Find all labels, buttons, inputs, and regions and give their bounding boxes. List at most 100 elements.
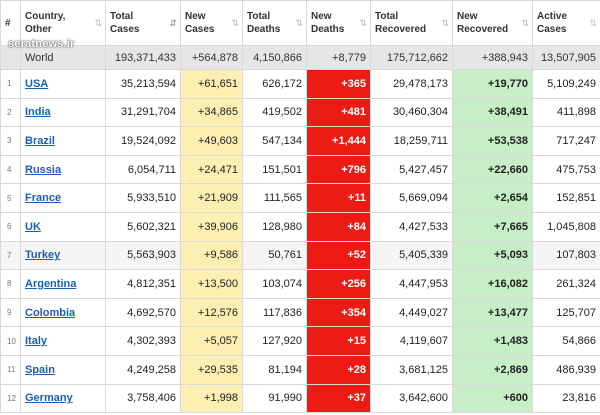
total-recovered-cell: 4,449,027 bbox=[370, 297, 453, 328]
column-header-total-deaths[interactable]: Total Deaths ⇅ bbox=[242, 0, 307, 46]
country-link[interactable]: Turkey bbox=[25, 249, 61, 262]
country-link[interactable]: Colombia bbox=[25, 306, 76, 319]
new-deaths-cell: +796 bbox=[306, 154, 371, 185]
new-deaths-cell: +1,444 bbox=[306, 126, 371, 156]
total-recovered-cell: 5,669,094 bbox=[370, 183, 453, 213]
new-recovered-cell: +38,491 bbox=[452, 97, 533, 128]
column-header-new-recovered[interactable]: New Recovered ⇅ bbox=[452, 0, 533, 46]
new-cases-cell: +34,865 bbox=[180, 97, 243, 128]
row-index-cell: 3 bbox=[0, 126, 21, 156]
world-label: World bbox=[20, 45, 106, 70]
new-deaths-cell: +354 bbox=[306, 297, 371, 328]
country-link[interactable]: USA bbox=[25, 77, 49, 90]
total-cases-cell: 4,302,393 bbox=[105, 326, 181, 356]
new-recovered-cell: +53,538 bbox=[452, 126, 533, 156]
column-header-label: New Deaths bbox=[311, 11, 345, 35]
new-recovered-cell: +7,665 bbox=[452, 211, 533, 242]
new-cases-cell: +5,057 bbox=[180, 326, 243, 356]
country-cell: Russia bbox=[20, 154, 106, 185]
column-header-total-recovered[interactable]: Total Recovered ⇅ bbox=[370, 0, 453, 46]
active-cases-cell: 475,753 bbox=[532, 154, 600, 185]
column-header-new-deaths[interactable]: New Deaths ⇅ bbox=[306, 0, 371, 46]
total-recovered-cell: 18,259,711 bbox=[370, 126, 453, 156]
total-cases-cell: 19,524,092 bbox=[105, 126, 181, 156]
row-index-cell: 7 bbox=[0, 240, 21, 271]
country-cell: Italy bbox=[20, 326, 106, 356]
active-cases-cell: 411,898 bbox=[532, 97, 600, 128]
total-deaths-cell: 419,502 bbox=[242, 97, 307, 128]
country-link[interactable]: Italy bbox=[25, 335, 48, 348]
total-cases-cell: 3,758,406 bbox=[105, 383, 181, 414]
new-deaths-cell: +365 bbox=[306, 69, 371, 99]
new-cases-cell: +39,906 bbox=[180, 211, 243, 242]
total-deaths-cell: 128,980 bbox=[242, 211, 307, 242]
active-cases-cell: 125,707 bbox=[532, 297, 600, 328]
country-cell: UK bbox=[20, 211, 106, 242]
sort-arrows-icon[interactable]: ⇅ bbox=[589, 18, 597, 28]
active-cases-cell: 5,109,249 bbox=[532, 69, 600, 99]
total-cases-cell: 5,563,903 bbox=[105, 240, 181, 271]
table-row: 4 Russia 6,054,711 +24,471 151,501 +796 5,427,… bbox=[0, 154, 600, 185]
country-link[interactable]: Spain bbox=[25, 363, 55, 376]
new-cases-cell: +13,500 bbox=[180, 269, 243, 299]
country-link[interactable]: India bbox=[25, 106, 51, 119]
total-cases-cell: 6,054,711 bbox=[105, 154, 181, 185]
country-link[interactable]: Russia bbox=[25, 163, 62, 176]
new-deaths-cell: +28 bbox=[306, 354, 371, 385]
world-total-deaths-cell: 4,150,866 bbox=[242, 45, 307, 70]
row-index-cell: 1 bbox=[0, 69, 21, 99]
country-link[interactable]: Brazil bbox=[25, 134, 55, 147]
new-deaths-cell: +37 bbox=[306, 383, 371, 414]
column-header-active-cases[interactable]: Active Cases ⇅ bbox=[532, 0, 600, 46]
row-index-cell: 5 bbox=[0, 183, 21, 213]
total-cases-cell: 4,692,570 bbox=[105, 297, 181, 328]
sort-arrows-icon[interactable]: ⇅ bbox=[359, 18, 367, 28]
country-link[interactable]: Argentina bbox=[25, 277, 77, 290]
table-row: 1 USA 35,213,594 +61,651 626,172 +365 29,478,1… bbox=[0, 69, 600, 99]
total-recovered-cell: 4,427,533 bbox=[370, 211, 453, 242]
country-link[interactable]: UK bbox=[25, 220, 41, 233]
column-header-label: New Recovered bbox=[457, 11, 509, 35]
column-header-country[interactable]: Country, Other ⇅ bbox=[20, 0, 106, 46]
country-cell: India bbox=[20, 97, 106, 128]
sort-arrows-icon[interactable]: ⇅ bbox=[295, 18, 303, 28]
sort-arrows-icon[interactable]: ⇅ bbox=[231, 18, 239, 28]
column-header-new-cases[interactable]: New Cases ⇅ bbox=[180, 0, 243, 46]
active-cases-cell: 107,803 bbox=[532, 240, 600, 271]
column-header-total-cases[interactable]: Total Cases ⇵ bbox=[105, 0, 181, 46]
sort-arrows-icon[interactable]: ⇵ bbox=[169, 18, 177, 28]
total-deaths-cell: 127,920 bbox=[242, 326, 307, 356]
sort-arrows-icon[interactable]: ⇅ bbox=[441, 18, 449, 28]
column-header-label: # bbox=[5, 17, 11, 29]
total-deaths-cell: 91,990 bbox=[242, 383, 307, 414]
total-deaths-cell: 117,836 bbox=[242, 297, 307, 328]
table-header-row: # Country, Other ⇅ Total Cases ⇵ New Cases ⇅ To… bbox=[0, 0, 600, 46]
column-header-label: Active Cases bbox=[537, 11, 568, 35]
country-cell: France bbox=[20, 183, 106, 213]
total-cases-cell: 31,291,704 bbox=[105, 97, 181, 128]
new-deaths-cell: +256 bbox=[306, 269, 371, 299]
new-recovered-cell: +2,869 bbox=[452, 354, 533, 385]
country-cell: Turkey bbox=[20, 240, 106, 271]
new-recovered-cell: +13,477 bbox=[452, 297, 533, 328]
total-cases-cell: 5,602,321 bbox=[105, 211, 181, 242]
total-recovered-cell: 30,460,304 bbox=[370, 97, 453, 128]
world-total-recovered-cell: 175,712,662 bbox=[370, 45, 453, 70]
new-cases-cell: +61,651 bbox=[180, 69, 243, 99]
column-header-label: Total Deaths bbox=[247, 11, 281, 35]
new-recovered-cell: +22,660 bbox=[452, 154, 533, 185]
country-link[interactable]: France bbox=[25, 192, 62, 205]
new-cases-cell: +24,471 bbox=[180, 154, 243, 185]
sort-arrows-icon[interactable]: ⇅ bbox=[94, 18, 102, 28]
row-index-cell bbox=[0, 45, 21, 70]
country-link[interactable]: Germany bbox=[25, 392, 73, 405]
active-cases-cell: 23,816 bbox=[532, 383, 600, 414]
row-index-cell: 12 bbox=[0, 383, 21, 414]
active-cases-cell: 152,851 bbox=[532, 183, 600, 213]
table-row: 12 Germany 3,758,406 +1,998 91,990 +37 3,642,6… bbox=[0, 383, 600, 414]
sort-arrows-icon[interactable]: ⇅ bbox=[521, 18, 529, 28]
total-cases-cell: 5,933,510 bbox=[105, 183, 181, 213]
country-cell: Brazil bbox=[20, 126, 106, 156]
table-row: 7 Turkey 5,563,903 +9,586 50,761 +52 5,405,339… bbox=[0, 240, 600, 271]
world-new-cases-cell: +564,878 bbox=[180, 45, 243, 70]
